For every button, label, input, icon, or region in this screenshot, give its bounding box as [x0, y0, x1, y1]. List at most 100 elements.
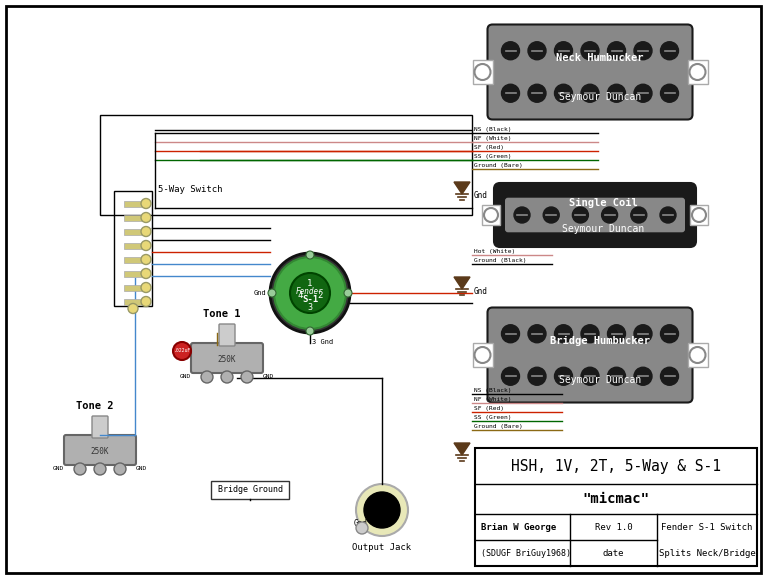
Circle shape	[554, 325, 572, 343]
Text: 3: 3	[307, 303, 313, 311]
Circle shape	[74, 463, 86, 475]
Bar	[690, 205, 708, 225]
Text: GND: GND	[263, 375, 274, 379]
Circle shape	[581, 325, 599, 343]
Text: Ground (Bare): Ground (Bare)	[474, 163, 523, 168]
Circle shape	[141, 269, 151, 278]
FancyBboxPatch shape	[488, 307, 693, 403]
Bar	[475, 448, 757, 566]
Circle shape	[660, 42, 678, 60]
Circle shape	[114, 463, 126, 475]
Circle shape	[692, 208, 706, 222]
Circle shape	[141, 212, 151, 223]
FancyBboxPatch shape	[219, 324, 235, 346]
Circle shape	[607, 42, 625, 60]
Bar	[687, 60, 707, 84]
Circle shape	[141, 241, 151, 251]
Text: 5-Way Switch: 5-Way Switch	[158, 186, 223, 194]
Circle shape	[344, 289, 352, 297]
FancyBboxPatch shape	[494, 183, 696, 247]
Circle shape	[356, 484, 408, 536]
Circle shape	[502, 367, 519, 385]
Circle shape	[554, 367, 572, 385]
Text: Seymour Duncan: Seymour Duncan	[562, 224, 644, 234]
Text: HSH, 1V, 2T, 5-Way & S-1: HSH, 1V, 2T, 5-Way & S-1	[511, 459, 721, 473]
Circle shape	[528, 367, 546, 385]
Text: Gnd: Gnd	[354, 520, 368, 528]
Circle shape	[528, 325, 546, 343]
FancyBboxPatch shape	[64, 435, 136, 465]
Bar	[687, 343, 707, 367]
Text: NF (White): NF (White)	[474, 136, 511, 141]
Circle shape	[356, 522, 368, 534]
Circle shape	[173, 342, 191, 360]
Circle shape	[690, 64, 706, 80]
Circle shape	[607, 325, 625, 343]
Text: Ground (Black): Ground (Black)	[474, 258, 527, 263]
Text: "micmac": "micmac"	[582, 492, 650, 506]
Circle shape	[581, 84, 599, 102]
Circle shape	[502, 84, 519, 102]
Circle shape	[270, 253, 350, 333]
Circle shape	[241, 371, 253, 383]
Circle shape	[475, 64, 491, 80]
Text: Ground (Bare): Ground (Bare)	[474, 424, 523, 429]
Circle shape	[607, 84, 625, 102]
Circle shape	[290, 273, 330, 313]
Bar	[482, 205, 500, 225]
Text: Gnd: Gnd	[474, 191, 488, 201]
Circle shape	[306, 251, 314, 259]
Text: SS (Green): SS (Green)	[474, 415, 511, 420]
Circle shape	[660, 367, 678, 385]
Text: Gnd: Gnd	[474, 287, 488, 295]
Text: date: date	[603, 549, 624, 559]
Text: 3 Gnd: 3 Gnd	[312, 339, 333, 345]
Circle shape	[141, 282, 151, 292]
FancyBboxPatch shape	[191, 343, 263, 373]
Text: GND: GND	[53, 466, 64, 472]
Text: GND: GND	[180, 375, 191, 379]
Circle shape	[528, 42, 546, 60]
Text: Seymour Duncan: Seymour Duncan	[559, 375, 641, 385]
Bar	[211, 481, 289, 499]
FancyBboxPatch shape	[488, 24, 693, 119]
Text: NS (Black): NS (Black)	[474, 388, 511, 393]
Circle shape	[634, 84, 652, 102]
Circle shape	[634, 42, 652, 60]
Circle shape	[274, 257, 346, 329]
Circle shape	[502, 325, 519, 343]
Circle shape	[660, 325, 678, 343]
Bar	[124, 215, 142, 220]
Circle shape	[601, 207, 617, 223]
Text: Tone 2: Tone 2	[76, 401, 114, 411]
Text: SF (Red): SF (Red)	[474, 145, 504, 150]
Text: 4: 4	[297, 291, 303, 299]
Circle shape	[634, 367, 652, 385]
Bar	[124, 299, 142, 304]
FancyBboxPatch shape	[505, 198, 685, 233]
Circle shape	[141, 296, 151, 306]
Circle shape	[484, 208, 498, 222]
Text: NF (White): NF (White)	[474, 397, 511, 402]
Circle shape	[306, 327, 314, 335]
Circle shape	[268, 289, 276, 297]
Circle shape	[221, 371, 233, 383]
Text: Bridge Ground: Bridge Ground	[217, 485, 283, 495]
Circle shape	[528, 84, 546, 102]
Bar	[472, 343, 492, 367]
Text: SS (Green): SS (Green)	[474, 154, 511, 159]
Circle shape	[581, 42, 599, 60]
FancyBboxPatch shape	[121, 194, 145, 302]
Text: Gnd: Gnd	[474, 452, 488, 462]
Bar	[124, 242, 142, 248]
Polygon shape	[454, 182, 470, 194]
Circle shape	[475, 347, 491, 363]
Circle shape	[581, 367, 599, 385]
Circle shape	[141, 227, 151, 237]
Bar	[124, 270, 142, 277]
Text: Single Coil: Single Coil	[568, 198, 637, 208]
Bar	[124, 256, 142, 263]
Text: Fender S-1 Switch: Fender S-1 Switch	[661, 524, 753, 532]
Text: GND: GND	[136, 466, 147, 472]
Circle shape	[572, 207, 588, 223]
